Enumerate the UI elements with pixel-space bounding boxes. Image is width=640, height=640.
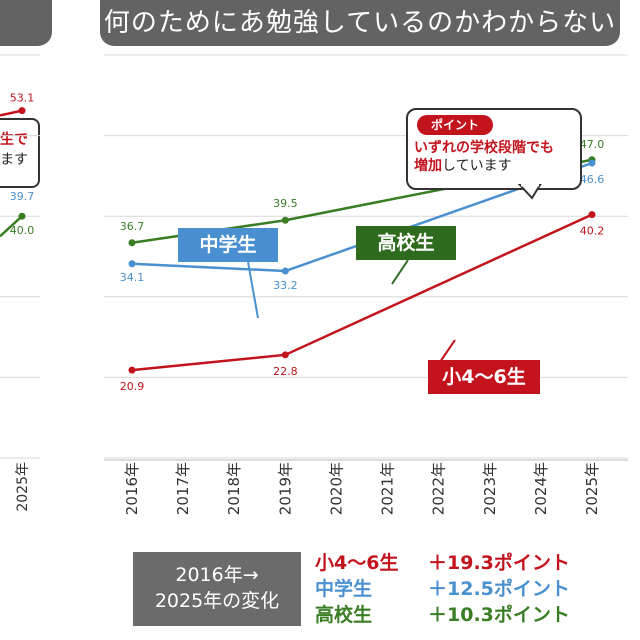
data-point (281, 267, 289, 275)
left-point-red (18, 107, 26, 115)
x-tick-label: 2020年 (327, 462, 345, 515)
callout-line2-highlight: 増加 (414, 158, 442, 174)
x-tick-label: 2025年 (583, 462, 601, 515)
callout-line2-rest: しています (442, 158, 512, 174)
data-point (281, 351, 289, 359)
data-label: 22.8 (273, 365, 298, 378)
x-tick-label: 2023年 (481, 462, 499, 515)
summary-row-high-school-name: 高校生 (315, 604, 373, 626)
data-point (588, 159, 596, 167)
summary-row-elementary-delta: ＋19.3ポイント (428, 552, 570, 574)
summary-row-junior-high-name: 中学生 (315, 578, 373, 600)
data-label: 46.6 (580, 173, 605, 186)
x-tick-label: 2024年 (532, 462, 550, 515)
summary-label-line2: 2025年の変化 (154, 590, 280, 612)
data-label: 36.7 (120, 220, 145, 233)
x-tick-label: 2018年 (225, 462, 243, 515)
data-point (588, 211, 596, 219)
data-label: 39.5 (273, 197, 298, 210)
left-panel-chart: 53.1 39.7 40.0 2025年 (0, 92, 34, 512)
x-tick-label: 2019年 (276, 462, 294, 515)
data-label: 34.1 (120, 271, 145, 284)
x-tick-label: 2021年 (379, 462, 397, 515)
data-label: 40.2 (580, 225, 605, 238)
data-label: 47.0 (580, 138, 605, 151)
left-series-red (0, 109, 23, 117)
data-point (128, 366, 136, 374)
summary-row-junior-high-delta: ＋12.5ポイント (428, 578, 570, 600)
left-label-39: 39.7 (10, 190, 35, 203)
summary-label: 2016年→ 2025年の変化 (133, 552, 301, 626)
data-point (128, 239, 136, 247)
left-label-40: 40.0 (10, 224, 35, 237)
hs-label-connector (391, 259, 409, 285)
point-callout-text: いずれの学校段階でも 増加しています (414, 139, 576, 175)
left-title-pill (0, 0, 52, 46)
el-label-connector (439, 339, 456, 363)
callout-line1: いずれの学校段階でも (414, 140, 554, 156)
x-tick-label: 2016年 (123, 462, 141, 515)
left-point-green (18, 212, 26, 220)
data-label: 20.9 (120, 380, 145, 393)
series-label-junior-high: 中学生 (178, 228, 278, 262)
x-tick-labels: 2016年 2017年 2018年 2019年 2020年 2021年 2022年 2023年… (104, 459, 628, 515)
data-point (281, 216, 289, 224)
chart-title: 何のためにあ勉強しているのかわからない (100, 0, 620, 46)
data-label: 33.2 (273, 279, 298, 292)
left-callout-line2: ます (0, 152, 28, 168)
left-series-green (0, 215, 23, 238)
data-point (128, 260, 136, 268)
left-callout-box (0, 118, 40, 188)
jh-label-connector (247, 261, 259, 319)
summary-label-line1: 2016年→ (175, 564, 259, 586)
left-xtick: 2025年 (15, 462, 31, 512)
summary-row-elementary-name: 小4～6生 (315, 552, 399, 574)
left-label-53: 53.1 (10, 92, 35, 105)
series-label-high-school: 高校生 (356, 226, 456, 260)
series-label-elementary: 小4～6生 (428, 360, 540, 394)
x-tick-label: 2022年 (430, 462, 448, 515)
point-tag: ポイント (417, 115, 493, 135)
x-tick-label: 2017年 (174, 462, 192, 515)
summary-row-high-school-delta: ＋10.3ポイント (428, 604, 570, 626)
point-callout (406, 108, 582, 190)
